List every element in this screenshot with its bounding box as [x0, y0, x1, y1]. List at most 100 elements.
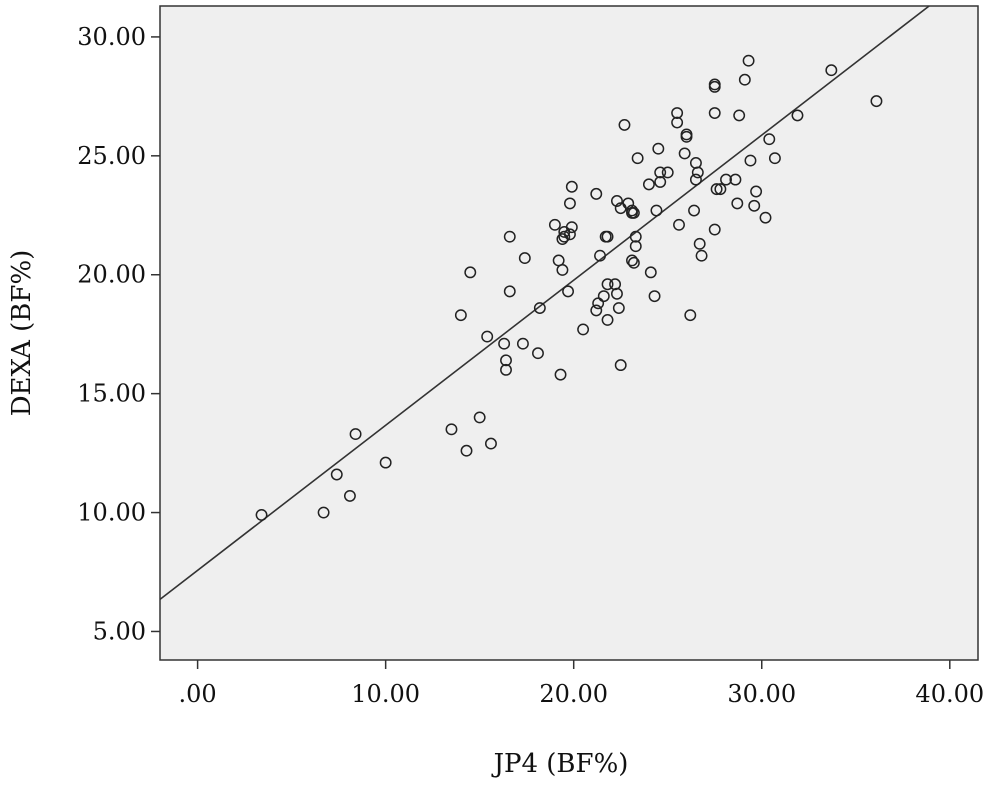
scatter-point — [627, 256, 640, 269]
scatter-point — [661, 166, 674, 179]
scatter-point — [460, 444, 473, 457]
scatter-point — [720, 173, 732, 186]
scatter-point — [627, 206, 640, 219]
scatter-point — [577, 323, 590, 336]
x-tick-label: .00 — [179, 680, 217, 708]
scatter-point — [733, 109, 746, 122]
scatter-point — [594, 249, 606, 262]
scatter-point — [748, 199, 761, 212]
scatter-point — [738, 73, 751, 86]
scatter-point — [590, 304, 603, 317]
scatter-point — [708, 80, 721, 93]
scatter-point — [445, 423, 458, 436]
fit-line-layer — [159, 5, 930, 600]
scatter-point — [565, 180, 578, 193]
scatter-point — [562, 285, 575, 298]
scatter-point — [708, 223, 721, 236]
x-tick-label: 20.00 — [539, 680, 608, 708]
scatter-point — [825, 64, 838, 77]
scatter-point — [611, 287, 623, 300]
scatter-point — [558, 230, 571, 243]
scatter-point — [500, 354, 512, 367]
scatter-point — [729, 173, 742, 186]
scatter-point — [626, 254, 638, 267]
scatter-point — [317, 506, 330, 519]
scatter-point — [498, 337, 511, 350]
scatter-point — [742, 54, 755, 67]
scatter-point — [503, 285, 516, 298]
scatter-point — [481, 330, 494, 343]
scatter-point — [614, 359, 627, 372]
scatter-point — [590, 187, 603, 200]
scatter-point — [563, 228, 576, 241]
axes-layer: .00 10.00 20.00 30.00 40.00 5.00 10.00 15.00 20.… — [77, 23, 984, 708]
y-tick-label: 15.00 — [77, 380, 146, 408]
scatter-point — [611, 195, 623, 207]
scatter-point — [548, 218, 561, 231]
scatter-point — [464, 266, 477, 279]
scatter-point — [791, 109, 804, 122]
scatter-point — [654, 176, 667, 188]
scatter-point — [650, 204, 663, 217]
scatter-point — [599, 230, 612, 243]
scatter-point — [503, 230, 516, 243]
scatter-point — [673, 218, 685, 231]
scatter-point — [671, 107, 684, 119]
scatter-point — [629, 240, 642, 253]
scatter-point — [500, 363, 512, 376]
scatter-point — [678, 147, 691, 160]
scatter-point — [731, 197, 744, 210]
scatter-point — [626, 204, 638, 217]
scatter-point — [565, 221, 578, 234]
x-tick-label: 30.00 — [727, 680, 796, 708]
scatter-point — [618, 118, 631, 131]
scatter-point — [684, 309, 697, 322]
scatter-point — [631, 152, 644, 165]
scatter-point — [592, 297, 605, 310]
scatter-point — [556, 264, 569, 276]
scatter-point — [349, 428, 362, 441]
scatter-point — [343, 489, 356, 502]
scatter-point — [532, 347, 544, 360]
scatter-point — [642, 178, 655, 191]
scatter-point — [533, 302, 546, 314]
scatter-point — [680, 128, 693, 141]
scatter-point — [454, 309, 467, 322]
scatter-point — [485, 437, 497, 450]
scatter-point — [714, 183, 727, 196]
scatter-point — [601, 278, 614, 291]
scatter-point — [473, 411, 486, 424]
x-tick-label: 10.00 — [351, 680, 420, 708]
scatter-point — [652, 142, 665, 155]
scatter-point — [759, 211, 772, 224]
y-tick-label: 25.00 — [77, 142, 146, 170]
scatter-point — [654, 166, 667, 179]
scatter-point — [629, 230, 642, 243]
scatter-point — [644, 266, 657, 279]
x-tick-label: 40.00 — [915, 680, 984, 708]
scatter-point — [689, 173, 702, 186]
scatter-point — [612, 302, 625, 314]
scatter-point — [768, 152, 781, 165]
points-layer — [255, 54, 883, 521]
scatter-point — [691, 166, 704, 179]
y-tick-label: 20.00 — [77, 261, 146, 289]
scatter-point — [763, 133, 776, 146]
scatter-point — [601, 313, 614, 326]
scatter-point — [710, 183, 723, 196]
scatter-point — [671, 116, 684, 129]
y-axis-title: DEXA (BF%) — [7, 250, 37, 417]
y-tick-label: 10.00 — [77, 499, 146, 527]
scatter-point — [330, 468, 343, 481]
scatter-point — [597, 290, 610, 303]
scatter-point — [750, 185, 763, 198]
y-tick-label: 30.00 — [77, 23, 146, 51]
scatter-point — [554, 368, 567, 381]
scatter-point — [688, 204, 701, 217]
scatter-point — [693, 237, 706, 250]
scatter-point — [516, 337, 529, 350]
scatter-point — [563, 197, 576, 210]
scatter-point — [870, 95, 883, 108]
scatter-point — [695, 249, 708, 262]
